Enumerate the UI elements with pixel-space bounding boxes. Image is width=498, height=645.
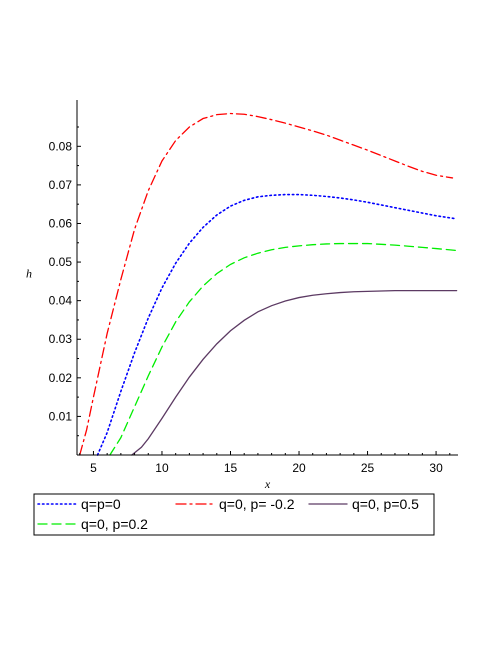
y-tick-label: 0.04 [49, 294, 73, 308]
series-line [109, 242, 458, 456]
y-axis-label: h [26, 267, 32, 281]
plot-area [79, 112, 458, 456]
legend-label: q=0, p=0.5 [352, 496, 419, 512]
x-tick-label: 20 [292, 461, 306, 475]
legend-box [33, 493, 435, 536]
y-tick-label: 0.08 [49, 139, 73, 153]
legend-label: q=0, p=0.2 [81, 516, 148, 532]
y-tick-label: 0.01 [49, 409, 73, 423]
legend: q=p=0 q=0, p= -0.2 q=0, p=0.5 q=0, p=0.2 [33, 493, 435, 536]
series-line [79, 112, 454, 456]
y-tick-label: 0.03 [49, 332, 73, 346]
x-ticks: 5 10 15 20 25 30 [79, 451, 451, 475]
y-tick-label: 0.06 [49, 216, 73, 230]
x-tick-label: 5 [90, 461, 97, 475]
x-tick-label: 30 [429, 461, 443, 475]
series-line [131, 289, 458, 456]
y-tick-label: 0.05 [49, 255, 73, 269]
legend-label: q=0, p= -0.2 [219, 496, 295, 512]
y-tick-label: 0.07 [49, 178, 73, 192]
y-tick-label: 0.02 [49, 371, 73, 385]
x-tick-label: 15 [224, 461, 238, 475]
x-tick-label: 25 [361, 461, 375, 475]
x-tick-label: 10 [155, 461, 169, 475]
x-axis-label: x [264, 477, 271, 491]
y-ticks: 0.01 0.02 0.03 0.04 0.05 0.06 0.07 0.08 [49, 126, 81, 437]
legend-label: q=p=0 [81, 496, 121, 512]
series-line [96, 193, 458, 456]
axes: 5 10 15 20 25 30 0.01 0.02 0.03 0.04 0.05 0.06 0.07… [26, 100, 458, 491]
